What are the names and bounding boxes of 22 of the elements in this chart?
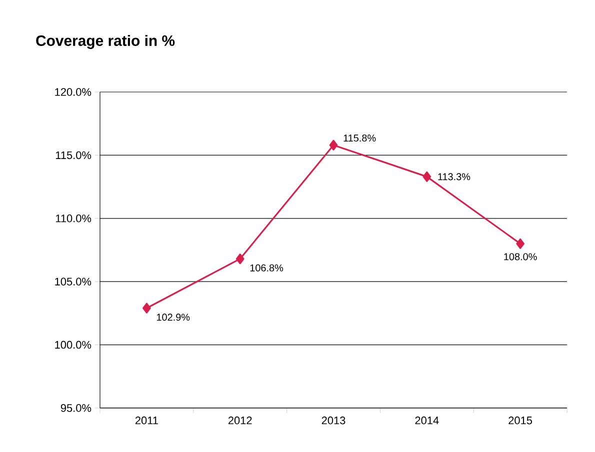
data-label: 113.3% [438, 173, 470, 180]
x-tick-label: 2015 [508, 416, 532, 424]
x-tick-label: 2013 [322, 416, 346, 424]
point [422, 171, 432, 182]
y-tick-label: 95.0% [60, 404, 92, 412]
x-tick-label: 2011 [135, 416, 158, 424]
data-label: 102.9% [156, 314, 190, 321]
data-label: 115.8% [344, 134, 376, 142]
point [516, 238, 524, 249]
data-label: 108.0% [504, 253, 537, 260]
x-tick-label: 2012 [228, 416, 252, 424]
y-tick-label: 100.0% [55, 340, 92, 349]
y-tick-label: 105.0% [55, 278, 92, 286]
y-tick-label: 115.0% [56, 151, 92, 160]
chart-title: Coverage ratio in % [36, 35, 175, 49]
y-tick-label: 110.0% [56, 214, 92, 222]
point [329, 140, 338, 150]
point [236, 254, 244, 264]
data-label: 106.8% [250, 264, 284, 272]
point [142, 302, 151, 314]
x-tick-label: 2014 [415, 416, 439, 424]
y-tick-label: 120.0% [55, 88, 92, 96]
